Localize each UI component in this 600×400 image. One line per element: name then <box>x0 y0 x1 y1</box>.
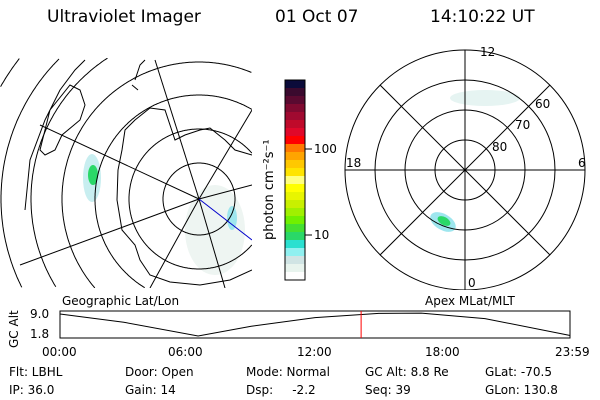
glon-info: GLon: 130.8 <box>485 383 558 397</box>
aurora-blob <box>227 206 237 230</box>
xtick-0000: 00:00 <box>42 345 77 359</box>
xtick-2359: 23:59 <box>555 345 590 359</box>
xtick-0600: 06:00 <box>168 345 203 359</box>
colorbar-swatch <box>285 104 305 113</box>
colorbar-swatch <box>285 128 305 137</box>
glat-info: GLat: -70.5 <box>485 365 552 379</box>
colorbar-swatch <box>285 88 305 97</box>
colorbar-swatch <box>285 240 305 249</box>
colorbar-swatch <box>285 232 305 241</box>
colorbar <box>285 80 305 281</box>
colorbar-swatch <box>285 208 305 217</box>
gain-info: Gain: 14 <box>125 383 176 397</box>
geographic-map-label: Geographic Lat/Lon <box>62 294 180 308</box>
mlt-label-18: 18 <box>346 156 362 170</box>
colorbar-swatch <box>285 176 305 185</box>
colorbar-swatch <box>285 248 305 257</box>
colorbar-swatch <box>285 168 305 177</box>
colorbar-swatch <box>285 120 305 129</box>
meridian-lines <box>19 59 252 288</box>
new-zealand-coastline <box>131 59 146 91</box>
mlt-label-12: 12 <box>480 45 496 59</box>
colorbar-swatch <box>285 184 305 193</box>
colorbar-swatch <box>285 272 305 281</box>
filter-info: Flt: LBHL <box>9 365 63 379</box>
colorbar-swatch <box>285 192 305 201</box>
australia-coastline <box>24 59 86 211</box>
orbit-track <box>198 198 252 241</box>
colorbar-tick-100: 100 <box>314 142 337 156</box>
latitude-ring <box>0 58 60 288</box>
mlt-label-6: 6 <box>578 156 586 170</box>
xtick-1200: 12:00 <box>297 345 332 359</box>
colorbar-swatch <box>285 160 305 169</box>
colorbar-ticks <box>305 148 312 236</box>
ip-info: IP: 36.0 <box>9 383 55 397</box>
date-label: 01 Oct 07 <box>275 7 359 27</box>
altitude-curve <box>59 312 570 337</box>
colorbar-swatch <box>285 144 305 153</box>
latitude-ring <box>61 61 252 288</box>
door-info: Door: Open <box>125 365 194 379</box>
altitude-timeline[interactable] <box>59 310 571 339</box>
instrument-title: Ultraviolet Imager <box>47 7 201 27</box>
lat-label-70: 70 <box>515 118 531 132</box>
dsp-info: Dsp: -2.2 <box>246 383 316 397</box>
xtick-1800: 18:00 <box>425 345 460 359</box>
colorbar-frame <box>284 79 306 281</box>
polar-map-label: Apex MLat/MLT <box>425 294 515 308</box>
colorbar-tick-10: 10 <box>314 228 330 242</box>
colorbar-swatch <box>285 224 305 233</box>
colorbar-swatch <box>285 136 305 145</box>
lat-label-80: 80 <box>492 140 508 154</box>
colorbar-swatch <box>285 152 305 161</box>
latitude-ring <box>0 58 20 87</box>
ytick-1.8: 1.8 <box>30 327 50 341</box>
colorbar-swatch <box>285 216 305 225</box>
aurora-haze <box>450 90 520 106</box>
aurora-core <box>437 216 451 226</box>
aurora-core <box>88 165 98 185</box>
latitude-ring <box>94 94 252 288</box>
ytick-9: 9.0 <box>30 307 50 321</box>
antarctica-coastline <box>116 107 252 286</box>
mode-info: Mode: Normal <box>246 365 330 379</box>
seq-info: Seq: 39 <box>365 383 411 397</box>
colorbar-swatch <box>285 80 305 89</box>
colorbar-swatch <box>285 256 305 265</box>
colorbar-swatch <box>285 200 305 209</box>
lat-label-60: 60 <box>535 97 551 111</box>
colorbar-unit-label: photon cm⁻²s⁻¹ <box>262 139 277 240</box>
colorbar-swatch <box>285 96 305 105</box>
gc-alt-info: GC Alt: 8.8 Re <box>365 365 449 379</box>
colorbar-swatch <box>285 112 305 121</box>
latitude-ring <box>30 58 108 288</box>
colorbar-swatch <box>285 264 305 273</box>
aurora-haze <box>185 185 245 275</box>
polar-map <box>344 49 586 290</box>
time-label: 14:10:22 UT <box>430 7 535 27</box>
mlt-label-0: 0 <box>468 276 476 290</box>
timeline-ylabel: GC Alt <box>7 310 21 348</box>
